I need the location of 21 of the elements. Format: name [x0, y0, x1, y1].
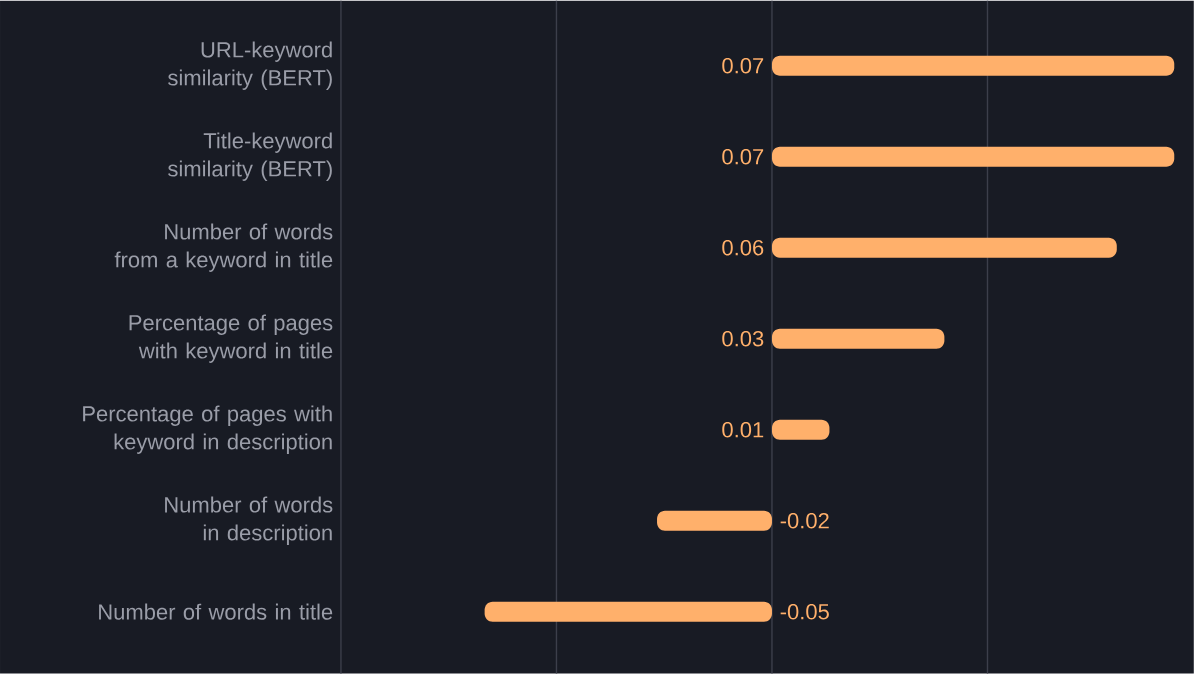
data-label: 0.06 [722, 240, 764, 256]
data-label: -0.05 [780, 604, 829, 620]
data-label: 0.03 [722, 331, 764, 347]
data-label: -0.02 [780, 513, 829, 529]
bar [771, 146, 1175, 167]
y-tick-label: Percentage of pages with keyword in description [83, 405, 332, 455]
bar [771, 237, 1117, 258]
bar [657, 510, 772, 531]
bar [771, 55, 1175, 76]
data-label: 0.07 [722, 149, 764, 165]
bar [484, 601, 772, 622]
y-tick-label: Percentage of pages with keyword in title [129, 314, 333, 364]
y-tick-label: Title-keyword similarity (BERT) [168, 132, 332, 182]
bar [771, 419, 830, 440]
y-tick-label: Number of words from a keyword in title [114, 223, 333, 273]
y-tick-label: Number of words in title [99, 603, 333, 620]
bar [771, 328, 945, 349]
y-tick-label: URL-keyword similarity (BERT) [168, 41, 332, 91]
data-label: 0.01 [722, 422, 764, 438]
y-tick-label: Number of words in description [165, 496, 333, 546]
data-label: 0.07 [722, 58, 764, 74]
